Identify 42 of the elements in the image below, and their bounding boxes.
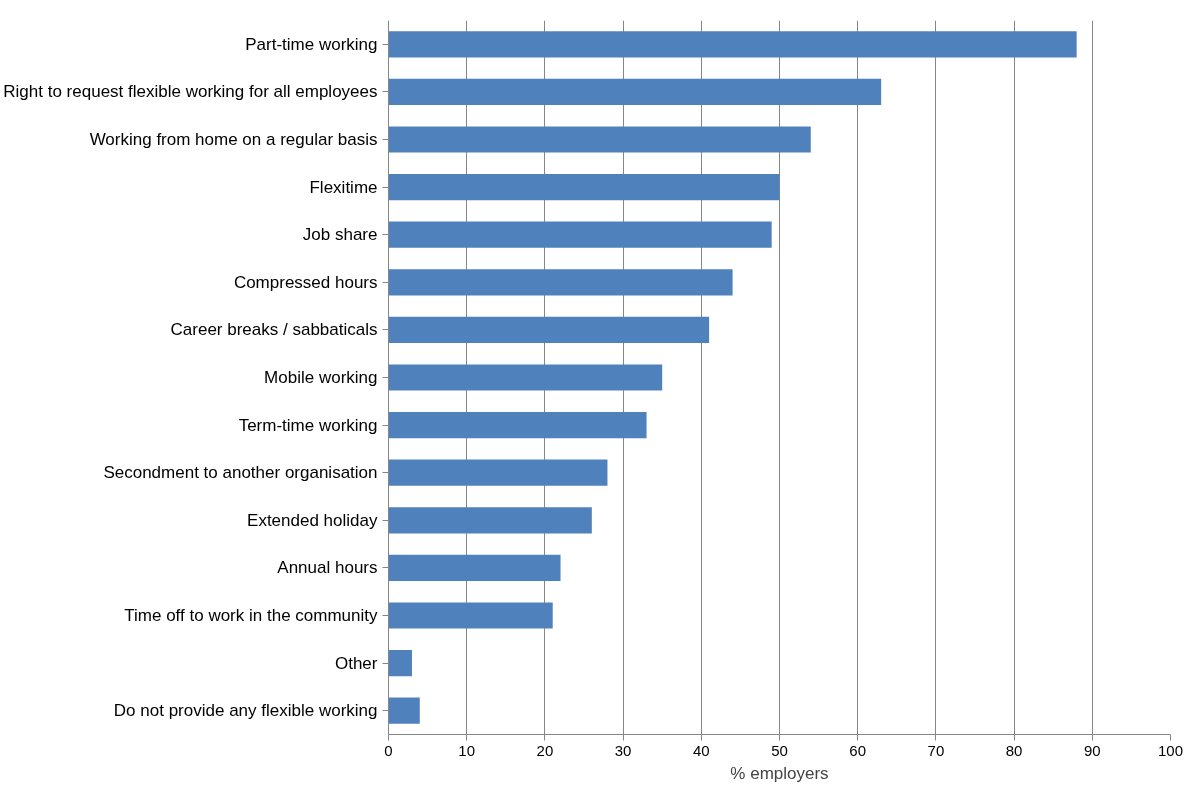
- y-tick-label: Time off to work in the community: [124, 606, 378, 625]
- x-tick-label: 90: [1083, 741, 1101, 759]
- y-tick-label: Career breaks / sabbaticals: [170, 320, 378, 340]
- x-tick-label: 30: [614, 741, 632, 759]
- y-tick-label: Annual hours: [277, 558, 378, 578]
- x-tick-label: 100: [1157, 741, 1184, 759]
- x-tick-label: 50: [771, 741, 788, 759]
- bar: [388, 78, 882, 105]
- y-tick-label: Extended holiday: [247, 510, 378, 530]
- x-tick-label: 60: [849, 741, 867, 759]
- x-tick-label: 0: [384, 741, 393, 759]
- x-axis-title: % employers: [730, 763, 829, 783]
- x-tick-label: 80: [1005, 741, 1023, 759]
- bar: [388, 316, 710, 343]
- bar: [388, 269, 733, 296]
- bar: [388, 554, 561, 581]
- bar: [388, 412, 647, 439]
- bar: [388, 31, 1077, 58]
- x-tick-label: 20: [536, 741, 554, 759]
- x-tick-label: 10: [458, 741, 476, 759]
- y-tick-label: Other: [334, 653, 378, 673]
- bar: [388, 174, 780, 201]
- y-tick-label: Working from home on a regular basis: [89, 130, 378, 149]
- bar: [388, 650, 412, 677]
- y-tick-label: Compressed hours: [233, 272, 378, 292]
- bar: [388, 459, 608, 486]
- bar: [388, 602, 553, 629]
- bar: [388, 364, 663, 391]
- y-tick-label: Do not provide any flexible working: [113, 701, 378, 721]
- x-tick-label: 40: [692, 741, 710, 759]
- y-tick-label: Job share: [302, 225, 378, 245]
- y-tick-label: Right to request flexible working for all employees: [3, 82, 378, 102]
- y-tick-label: Flexitime: [309, 177, 378, 197]
- bar: [388, 221, 772, 248]
- bar: [388, 507, 592, 534]
- y-tick-label: Term-time working: [238, 415, 378, 435]
- y-tick-label: Mobile working: [264, 368, 378, 387]
- y-tick-label: Part-time working: [245, 34, 378, 54]
- bar: [388, 126, 811, 153]
- y-tick-label: Secondment to another organisation: [103, 463, 378, 483]
- x-tick-label: 70: [927, 741, 945, 759]
- bar: [388, 697, 420, 724]
